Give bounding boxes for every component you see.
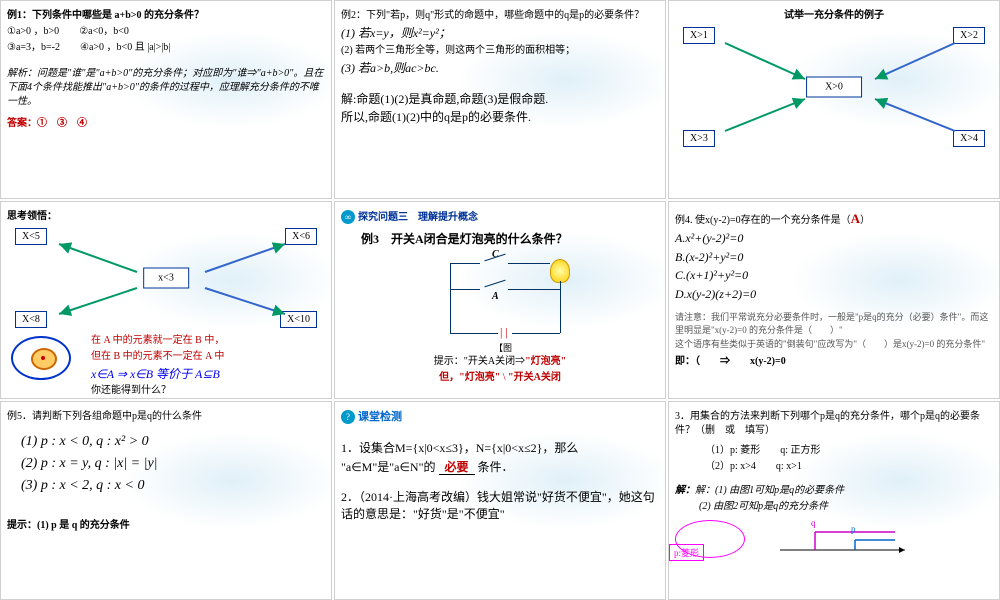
panel-think: 思考领悟： X<5 X<6 x<3 X<8 X<10 在 A 中的元素就一定在 … [0,201,332,400]
panel-test: ?课堂检测 1．设集合M={x|0<x≤3}，N={x|0<x≤2}，那么 "a… [334,401,666,600]
ex2-sol1: 解:命题(1)(2)是真命题,命题(3)是假命题. [341,91,659,108]
panel-ex5: 例5．请判断下列各组命题中p是q的什么条件 (1) p : x < 0, q :… [0,401,332,600]
fig-label: 【图 [494,341,512,354]
p9-s1: 解：解：(1) 由图1可知p是q的必要条件 [675,484,993,498]
p5-hint: 提示："开关A关闭⇒"灯泡亮" [341,355,659,369]
think-title: 思考领悟： [7,210,325,224]
venn2-icon: p:菱形 [675,520,755,560]
ex2-i3: (3) 若a>b,则ac>bc. [341,60,659,77]
p8-hdr: ?课堂检测 [341,410,659,425]
ex5-hint: 提示：(1) p 是 q 的充分条件 [7,519,325,533]
venn-icon [11,336,81,386]
p8-q1a: 1．设集合M={x|0<x≤3}，N={x|0<x≤2}，那么 [341,440,659,457]
p8-q1b: "a∈M"是"a∈N"的 必要 条件． [341,459,659,476]
p9-s2: (2) 由图2可知p是q的充分条件 [699,500,993,514]
p9-r2: （2）p: x>4 q: x>1 [705,460,993,474]
panel-ex1: 例1：下列条件中哪些是 a+b>0 的充分条件？ ①a>0 ，b>0 ②a<0，… [0,0,332,199]
arrows2-icon [7,228,325,328]
numberline-icon: q p [775,520,915,560]
ex1-opt1: ①a>0 ，b>0 ②a<0，b<0 [7,25,325,39]
panel-ex2: 例2：下列"若p，则q"形式的命题中，哪些命题中的q是p的必要条件？ (1) 若… [334,0,666,199]
p9-diagrams: p:菱形 q p [675,520,993,560]
venn-t3: x∈A ⇒ x∈B 等价于 A⊆B [91,366,325,383]
ex2-sol2: 所以,命题(1)(2)中的q是p的必要条件. [341,109,659,126]
ex4-title: 例4. 使x(y-2)=0存在的一个充分条件是（A） [675,210,993,228]
ex4-c: C.(x+1)²+y²=0 [675,267,993,284]
ex4-d: D.x(y-2)(z+2)=0 [675,286,993,303]
ex1-answer: 答案：① ③ ④ [7,117,325,131]
ex4-b: B.(x-2)²+y²=0 [675,249,993,266]
venn-t2: 但在 B 中的元素不一定在 A 中 [91,350,325,364]
infinity-icon: ∞ [341,210,355,224]
diagram-sufficient: X>1 X>2 X>0 X>3 X>4 [675,27,993,147]
ex4-n1: 请注意：我们平常说充分必要条件时，一般是"p是q的充分（必要）条件"。而这里明显… [675,311,993,336]
label-a: A [492,291,499,302]
diagram-necessary: X<5 X<6 x<3 X<8 X<10 [7,228,325,328]
ex4-n2: 这个语序有些类似于英语的"倒装句"应改写为"（ ）是x(y-2)=0 的充分条件… [675,338,993,351]
p5-hint2: 但，"灯泡亮" \ "开关A关闭 [341,371,659,385]
panel-ex4: 例4. 使x(y-2)=0存在的一个充分条件是（A） A.x²+(y-2)²=0… [668,201,1000,400]
venn-t4: 你还能得到什么？ [91,384,325,398]
ex5-1: (1) p : x < 0, q : x² > 0 [21,432,325,452]
slide-grid: 例1：下列条件中哪些是 a+b>0 的充分条件？ ①a>0 ，b>0 ②a<0，… [0,0,1000,600]
p9-r1: （1）p: 菱形 q: 正方形 [705,444,993,458]
panel-sets: 3．用集合的方法来判断下列哪个p是q的充分条件，哪个p是q的必要条件？（删 或 … [668,401,1000,600]
panel-circuit: ∞探究问题三 理解提升概念 例3 开关A闭合是灯泡亮的什么条件？ C A | |… [334,201,666,400]
question-icon: ? [341,410,355,424]
ex2-i2: (2) 若两个三角形全等，则这两个三角形的面积相等； [341,44,659,58]
ex1-explain: 解析：问题是"谁"是"a+b>0"的充分条件；对应即为"谁⇒"a+b>0"。且在… [7,67,325,109]
ex3-title: 试举一充分条件的例子 [675,9,993,23]
p8-q2: 2．（2014·上海高考改编）钱大姐常说"好货不便宜"，她这句话的意思是："好货… [341,489,659,523]
bulb-icon [550,259,570,283]
p5-hdr: ∞探究问题三 理解提升概念 [341,210,659,225]
ex2-i1: (1) 若x=y，则x²=y²； [341,25,659,42]
p5-title: 例3 开关A闭合是灯泡亮的什么条件？ [361,231,659,248]
ex5-2: (2) p : x = y, q : |x| = |y| [21,454,325,474]
ex2-title: 例2：下列"若p，则q"形式的命题中，哪些命题中的q是p的必要条件？ [341,9,659,23]
panel-ex3-diagram: 试举一充分条件的例子 X>1 X>2 X>0 X>3 X>4 [668,0,1000,199]
ex5-title: 例5．请判断下列各组命题中p是q的什么条件 [7,410,325,424]
p9-title: 3．用集合的方法来判断下列哪个p是q的充分条件，哪个p是q的必要条件？（删 或 … [675,410,993,438]
ex1-title: 例1：下列条件中哪些是 a+b>0 的充分条件？ [7,9,325,23]
ex5-3: (3) p : x < 2, q : x < 0 [21,476,325,496]
arrows-icon [675,27,993,147]
ex4-a: A.x²+(y-2)²=0 [675,230,993,247]
venn-t1: 在 A 中的元素就一定在 B 中， [91,334,325,348]
ex4-n3: 即：（ ⇒ x(y-2)=0 [675,355,993,369]
ex1-opt3: ③a=3，b=-2 ④a>0 ，b<0 且 |a|>|b| [7,41,325,55]
circuit-diagram: C A | | 【图 [420,251,580,351]
